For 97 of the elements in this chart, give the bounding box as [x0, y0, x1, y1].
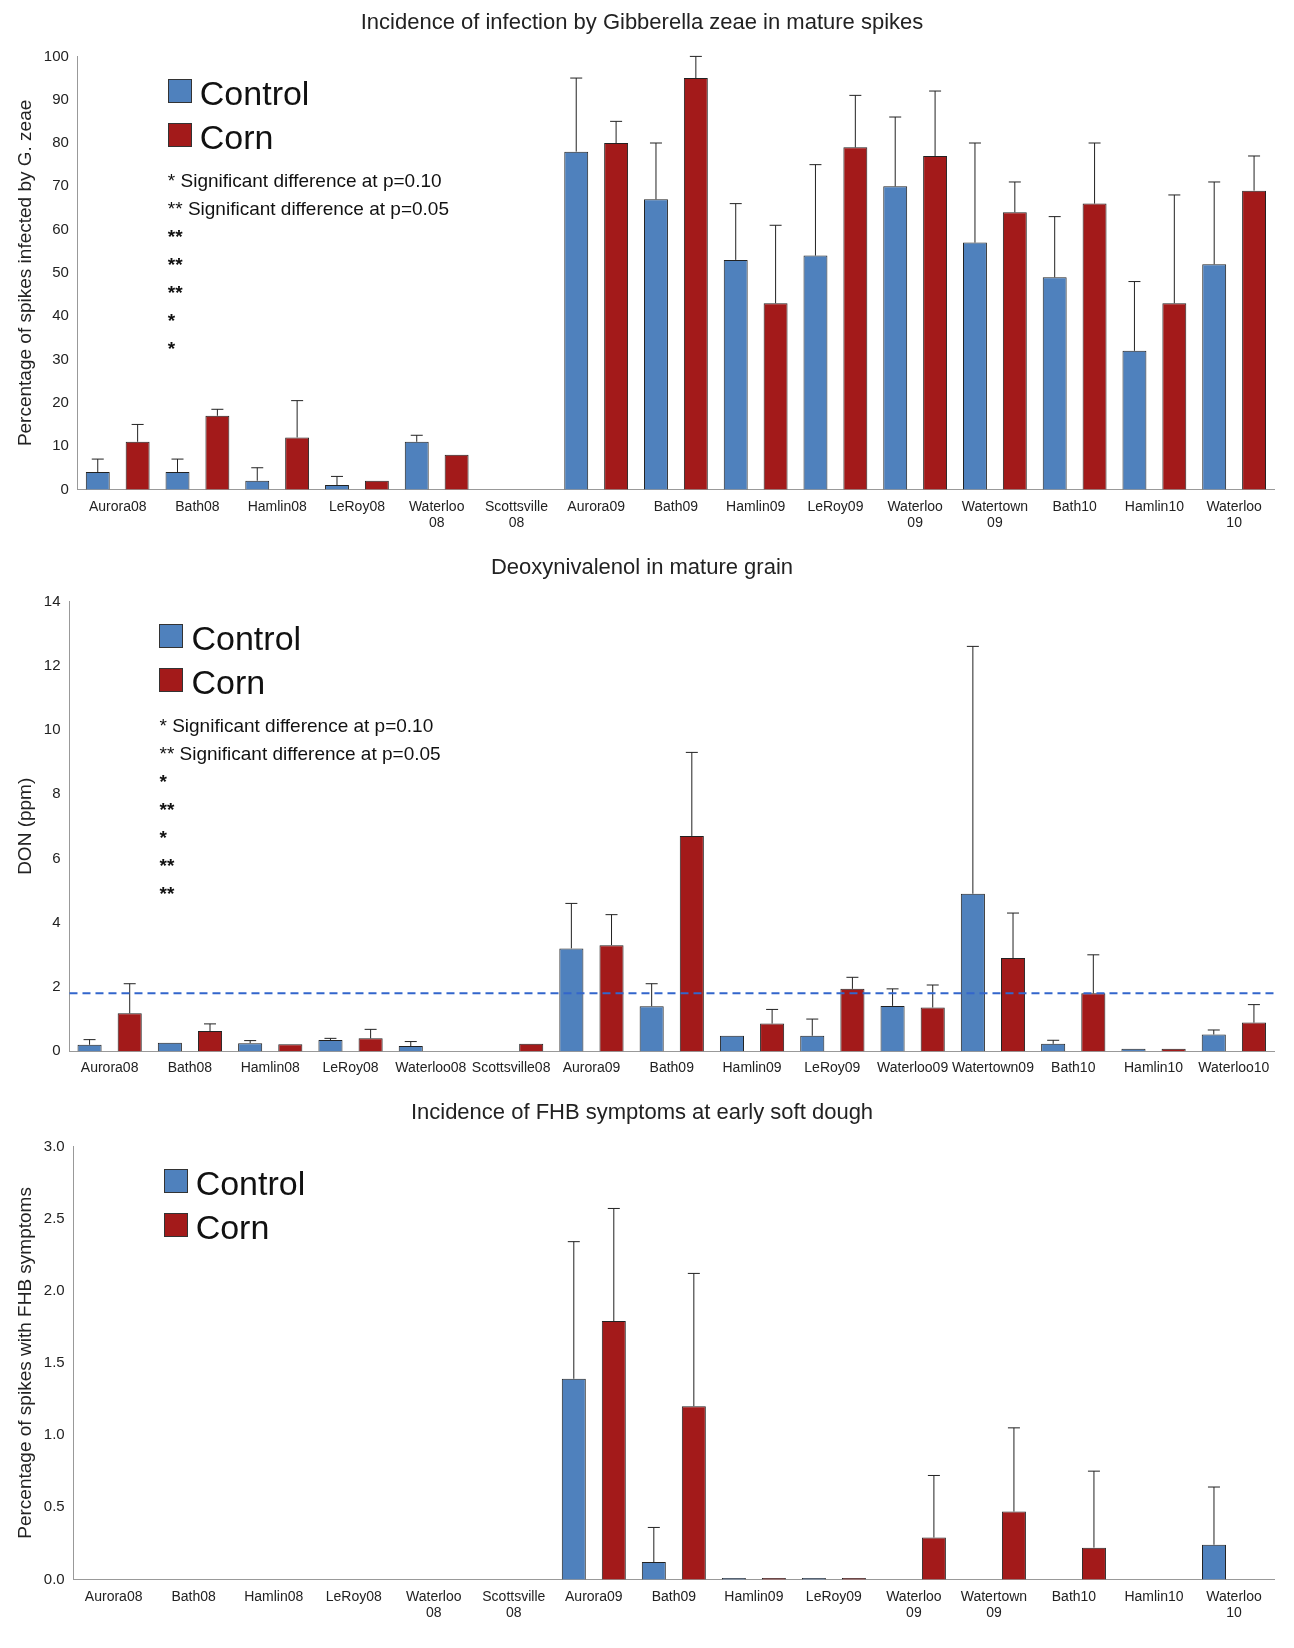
legend-label: Corn [195, 1208, 270, 1247]
y-tick-label: 50 [52, 263, 69, 281]
x-tick-label: LeRoy08 [328, 497, 386, 514]
annotation: * Significant difference at p=0.10 [159, 714, 435, 739]
x-tick-label: Scottsville08 [471, 1059, 551, 1076]
annotation: * [167, 337, 177, 362]
y-tick-label: 12 [43, 655, 61, 673]
y-tick-label: 4 [52, 912, 61, 930]
y-tick-label: 14 [43, 591, 61, 609]
x-tick-label: Waterloo 09 [887, 497, 944, 531]
y-tick-label: 90 [52, 89, 69, 107]
legend-label: Control [199, 74, 310, 113]
x-tick-label: Bath09 [649, 1059, 695, 1076]
x-tick-label: Aurora09 [567, 497, 626, 514]
x-tick-label: Bath10 [1052, 497, 1098, 514]
x-tick-label: Aurora08 [88, 497, 147, 514]
x-tick-label: Waterloo10 [1198, 1059, 1270, 1076]
x-tick-label: Scottsville 08 [482, 1587, 546, 1621]
x-tick-label: LeRoy08 [325, 1587, 382, 1604]
x-tick-label: Waterloo 08 [408, 497, 465, 531]
x-tick-label: Bath09 [653, 497, 699, 514]
x-tick-label: Hamlin08 [247, 497, 307, 514]
y-tick-label: 40 [52, 306, 69, 324]
annotation: ** Significant difference at p=0.05 [159, 742, 441, 767]
x-tick-label: Bath08 [167, 1059, 213, 1076]
x-tick-label: Waterloo 10 [1206, 497, 1263, 531]
legend-label: Control [191, 619, 302, 658]
y-tick-label: 80 [52, 133, 69, 151]
annotation: * Significant difference at p=0.10 [167, 169, 443, 194]
y-axis-title: DON (ppm) [13, 777, 35, 875]
x-tick-label: Waterloo09 [877, 1059, 949, 1076]
annotation: ** [159, 798, 176, 823]
x-tick-label: LeRoy09 [805, 1587, 863, 1604]
x-tick-label: Scottsville 08 [484, 497, 549, 531]
x-tick-label: Hamlin09 [724, 1587, 784, 1604]
x-tick-label: Bath08 [171, 1587, 217, 1604]
x-tick-label: Bath09 [651, 1587, 697, 1604]
x-tick-label: Aurora08 [80, 1059, 139, 1076]
chart-title: Incidence of infection by Gibberella zeae in mature spikes [360, 9, 924, 35]
y-tick-label: 6 [52, 848, 61, 866]
annotation: ** [159, 882, 176, 907]
annotation: ** [159, 854, 176, 879]
chart-title: Incidence of FHB symptoms at early soft dough [410, 1099, 874, 1125]
x-tick-label: Bath10 [1051, 1587, 1097, 1604]
x-tick-label: Hamlin08 [244, 1587, 304, 1604]
x-tick-label: LeRoy09 [807, 497, 864, 514]
y-tick-label: 20 [52, 392, 69, 410]
y-tick-label: 30 [52, 349, 69, 367]
y-axis-title: Percentage of spikes with FHB symptoms [13, 1187, 35, 1539]
y-tick-label: 1.5 [43, 1353, 65, 1371]
x-tick-label: Hamlin09 [722, 1059, 782, 1076]
y-tick-label: 2.5 [43, 1208, 65, 1226]
annotation: ** [167, 225, 184, 250]
x-tick-label: Waterloo08 [395, 1059, 467, 1076]
y-tick-label: 8 [52, 784, 61, 802]
x-tick-label: Watertown 09 [961, 497, 1029, 531]
y-tick-label: 100 [43, 46, 69, 64]
x-tick-label: Hamlin09 [726, 497, 786, 514]
y-axis-title: Percentage of spikes infected by G. zeae [13, 99, 35, 447]
y-tick-label: 10 [52, 436, 69, 454]
annotation: ** [167, 281, 184, 306]
y-tick-label: 2 [52, 977, 61, 995]
x-tick-label: Aurora08 [84, 1587, 143, 1604]
y-tick-label: 0.5 [43, 1497, 65, 1515]
y-tick-label: 60 [52, 219, 69, 237]
x-tick-label: Hamlin10 [1123, 1059, 1184, 1076]
x-tick-label: Hamlin10 [1124, 1587, 1184, 1604]
y-tick-label: 10 [43, 720, 61, 738]
y-tick-label: 3.0 [43, 1136, 65, 1154]
x-tick-label: LeRoy09 [804, 1059, 861, 1076]
y-tick-label: 0.0 [43, 1569, 65, 1587]
annotation: ** Significant difference at p=0.05 [167, 197, 449, 222]
x-tick-label: Bath10 [1051, 1059, 1096, 1076]
annotation: * [159, 826, 168, 851]
y-tick-label: 0 [52, 1041, 61, 1059]
x-tick-label: Waterloo 08 [406, 1587, 462, 1621]
chart-title: Deoxynivalenol in mature grain [490, 554, 794, 580]
x-tick-label: Hamlin10 [1124, 497, 1185, 514]
x-tick-label: Waterloo 09 [886, 1587, 942, 1621]
legend-label: Corn [191, 663, 266, 702]
x-tick-label: Waterloo 10 [1206, 1587, 1262, 1621]
annotation: * [167, 309, 177, 334]
x-tick-label: Watertown 09 [960, 1587, 1028, 1621]
annotation: * [159, 770, 168, 795]
y-tick-label: 70 [52, 176, 69, 194]
y-tick-label: 2.0 [43, 1280, 65, 1298]
legend-label: Control [195, 1164, 306, 1203]
y-tick-label: 1.0 [43, 1425, 65, 1443]
y-tick-label: 0 [60, 479, 69, 497]
x-tick-label: Watertown09 [951, 1059, 1035, 1076]
x-tick-label: Aurora09 [565, 1587, 623, 1604]
x-tick-label: Hamlin08 [240, 1059, 301, 1076]
x-tick-label: Aurora09 [562, 1059, 621, 1076]
x-tick-label: LeRoy08 [322, 1059, 379, 1076]
annotation: ** [167, 253, 184, 278]
legend-label: Corn [199, 118, 274, 157]
x-tick-label: Bath08 [175, 497, 220, 514]
